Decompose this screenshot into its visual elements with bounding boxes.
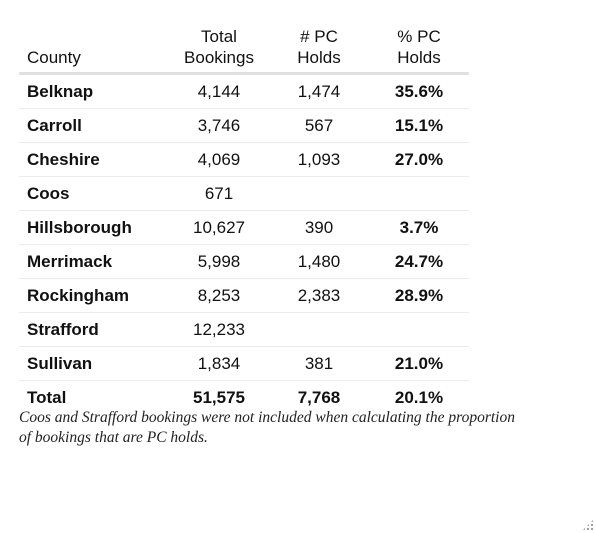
total-row: Total 51,575 7,768 20.1% <box>19 380 469 415</box>
county-cell: Strafford <box>19 312 169 347</box>
header-county: County <box>27 48 81 67</box>
header-total-bookings-line2: Bookings <box>184 48 254 67</box>
table-row: Belknap 4,144 1,474 35.6% <box>19 73 469 109</box>
header-total-bookings: Total Bookings <box>169 18 269 74</box>
table-row: Coos 671 <box>19 176 469 211</box>
total-label-cell: Total <box>19 380 169 415</box>
pc-holds-cell <box>269 312 369 347</box>
pc-holds-cell: 1,474 <box>269 73 369 109</box>
pc-holds-cell: 381 <box>269 346 369 381</box>
table-row: Cheshire 4,069 1,093 27.0% <box>19 142 469 177</box>
total-bookings-cell: 8,253 <box>169 278 269 313</box>
pct-pc-holds-cell: 35.6% <box>369 73 469 109</box>
table-row: Strafford 12,233 <box>19 312 469 347</box>
table-row: Hillsborough 10,627 390 3.7% <box>19 210 469 245</box>
pc-holds-cell: 2,383 <box>269 278 369 313</box>
county-cell: Cheshire <box>19 142 169 177</box>
county-cell: Coos <box>19 176 169 211</box>
header-pct-pc-holds-line2: Holds <box>397 48 441 67</box>
county-cell: Carroll <box>19 108 169 143</box>
bookings-table-container: County Total Bookings # PC Holds % PC Ho… <box>19 18 469 415</box>
total-bookings-cell: 671 <box>169 176 269 211</box>
pct-pc-holds-cell: 27.0% <box>369 142 469 177</box>
bookings-table: County Total Bookings # PC Holds % PC Ho… <box>19 18 469 415</box>
header-pct-pc-holds: % PC Holds <box>369 18 469 74</box>
county-cell: Belknap <box>19 73 169 109</box>
pc-holds-cell: 1,093 <box>269 142 369 177</box>
pct-pc-holds-cell <box>369 312 469 347</box>
total-bookings-cell: 4,069 <box>169 142 269 177</box>
header-pc-holds-line1: # PC <box>300 27 338 46</box>
county-cell: Hillsborough <box>19 210 169 245</box>
county-cell: Rockingham <box>19 278 169 313</box>
table-row: Rockingham 8,253 2,383 28.9% <box>19 278 469 313</box>
table-row: Merrimack 5,998 1,480 24.7% <box>19 244 469 279</box>
total-bookings-cell: 10,627 <box>169 210 269 245</box>
table-row: Carroll 3,746 567 15.1% <box>19 108 469 143</box>
table-footnote: Coos and Strafford bookings were not inc… <box>19 409 515 446</box>
total-bookings-cell: 4,144 <box>169 73 269 109</box>
header-pc-holds: # PC Holds <box>269 18 369 74</box>
pct-pc-holds-cell: 3.7% <box>369 210 469 245</box>
county-cell: Merrimack <box>19 244 169 279</box>
county-cell: Sullivan <box>19 346 169 381</box>
total-bookings-cell: 12,233 <box>169 312 269 347</box>
header-pct-pc-holds-line1: % PC <box>397 27 441 46</box>
pc-holds-cell: 1,480 <box>269 244 369 279</box>
pct-pc-holds-cell: 15.1% <box>369 108 469 143</box>
total-bookings-cell: 1,834 <box>169 346 269 381</box>
pct-pc-holds-cell: 24.7% <box>369 244 469 279</box>
pc-holds-sum-cell: 7,768 <box>269 380 369 415</box>
header-pc-holds-line2: Holds <box>297 48 341 67</box>
pct-pc-holds-cell <box>369 176 469 211</box>
pc-holds-cell: 390 <box>269 210 369 245</box>
total-bookings-sum-cell: 51,575 <box>169 380 269 415</box>
total-bookings-cell: 5,998 <box>169 244 269 279</box>
resize-handle-icon[interactable] <box>582 519 594 531</box>
pc-holds-cell: 567 <box>269 108 369 143</box>
table-row: Sullivan 1,834 381 21.0% <box>19 346 469 381</box>
header-total-bookings-line1: Total <box>201 27 237 46</box>
pct-pc-holds-total-cell: 20.1% <box>369 380 469 415</box>
pct-pc-holds-cell: 21.0% <box>369 346 469 381</box>
pct-pc-holds-cell: 28.9% <box>369 278 469 313</box>
header-row: County Total Bookings # PC Holds % PC Ho… <box>19 18 469 74</box>
pc-holds-cell <box>269 176 369 211</box>
total-bookings-cell: 3,746 <box>169 108 269 143</box>
